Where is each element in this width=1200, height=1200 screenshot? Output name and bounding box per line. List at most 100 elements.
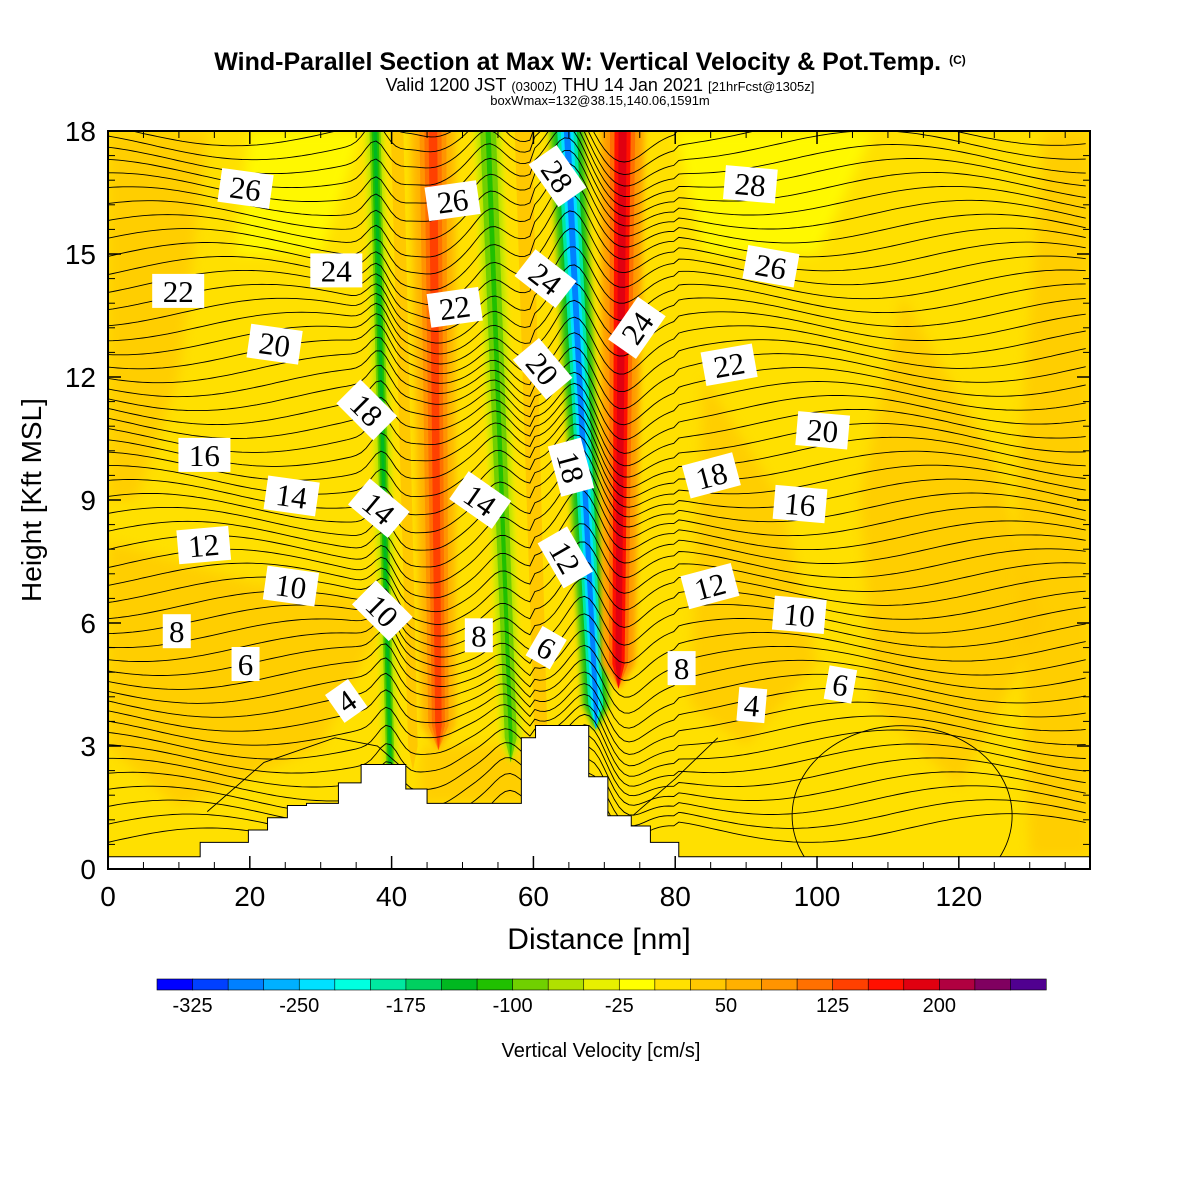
isentrope-label: 18 [681,452,741,499]
shading-blob [108,131,208,500]
colorbar-swatch [334,978,371,991]
isentrope-line [108,671,1086,729]
colorbar-swatch [583,978,620,991]
y-tick-label: 12 [65,362,96,393]
isentrope-label: 22 [152,273,205,309]
chart-subtitle-2: boxWmax=132@38.15,140.06,1591m [490,93,710,108]
velocity-band [428,131,442,751]
isentrope-line [108,131,1086,187]
isentrope-label-box [162,614,191,649]
isentrope-label: 10 [771,595,827,634]
colorbar-tick-label: 50 [715,995,737,1017]
isentrope-label-box [547,437,595,497]
colorbar-tick-label: -250 [279,995,319,1017]
terrain-profile [108,725,1090,869]
shading-blob [419,746,534,804]
isentrope-label-text: 22 [163,274,194,309]
isentrope-line [108,137,1086,222]
isentrope-label-box [512,337,573,400]
isentrope-label-box [722,165,778,204]
isentrope-label-box [246,323,303,365]
isentrope-line [108,163,1086,258]
isentrope-line [108,683,1086,743]
isentrope-label: 16 [772,484,828,524]
isentrope-label-text: 8 [169,614,185,649]
isentrope-label-text: 24 [321,253,353,288]
isentrope-line [108,403,1086,478]
isentrope-label-box [176,525,232,565]
colorbar-swatch [1010,978,1047,991]
isentrope-label: 8 [667,651,696,686]
colorbar-swatch [298,978,336,991]
x-tick-label: 60 [518,881,549,912]
isentrope-label: 20 [795,411,851,450]
isentrope-label: 26 [217,167,274,209]
isentrope-label-box [231,647,260,681]
isentrope-label: 6 [231,647,260,682]
isentrope-line [108,735,1086,809]
y-tick-label: 15 [65,239,96,270]
isentrope-label-box [262,565,320,607]
isentrope-label-text: 22 [437,288,473,327]
colorbar-swatch [690,978,727,991]
colorbar-swatch [761,978,798,991]
y-axis-title: Height [Kft MSL] [16,398,47,602]
isentrope-label: 20 [246,323,303,365]
isentrope-line [108,459,1086,551]
isentrope-line [108,346,1086,410]
x-tick-label: 40 [376,881,407,912]
isentrope-label-box [449,471,512,529]
isentrope-line [206,737,407,812]
colorbar-swatch [725,978,763,991]
y-tick-label: 3 [80,731,96,762]
isentrope-line [108,149,1086,240]
isentrope-line [108,746,1086,827]
isentrope-line [108,473,1086,568]
subtitle-utc: (0300Z) [511,79,557,94]
isentrope-line [108,613,1086,668]
isentrope-label-box [351,580,413,642]
isentrope-label-box [742,245,800,288]
isentrope-label-text: 26 [753,247,790,287]
isentrope-label: 28 [722,165,778,204]
isentrope-label-box [823,665,858,704]
isentrope-label-text: 4 [743,687,762,723]
isentrope-label-box [178,437,231,472]
isentrope-label-box [525,625,567,670]
chart-title: Wind-Parallel Section at Max W: Vertical… [214,48,966,76]
isentrope-label-box [772,484,828,524]
isentrope-label-text: 10 [273,567,309,606]
isentrope-label-box [795,411,851,450]
colorbar-swatch [370,978,407,991]
colorbar-swatch [618,978,656,991]
isentrope-line [108,210,1086,306]
isentrope-line [108,393,1086,467]
isentrope-line [108,332,1086,393]
isentrope-label-text: 14 [274,477,310,516]
colorbar-swatch [405,978,443,991]
isentrope-label-box [310,253,363,288]
isentrope-label-text: 20 [806,412,840,450]
x-axis-title: Distance [nm] [507,923,690,956]
isentrope-label-box [537,526,594,589]
colorbar-swatch [512,978,549,991]
isentrope-line [108,382,1086,454]
isentrope-label-box [700,343,758,386]
isentrope-label-box [680,562,740,610]
colorbar-swatch [867,978,905,991]
isentrope-line [108,131,1086,207]
isentrope-label: 14 [263,475,320,517]
velocity-band [485,131,513,763]
isentrope-label-text: 8 [471,618,487,653]
isentrope-label-box [667,651,696,686]
colorbar-swatch [796,978,834,991]
isentrope-label-box [426,286,483,328]
isentrope-label-text: 8 [674,651,690,686]
isentrope-label-box [528,145,587,208]
isentrope-label: 24 [310,253,363,288]
isentrope-label-text: 26 [228,169,264,208]
colorbar-swatch [832,978,869,991]
isentrope-label-text: 12 [187,527,221,565]
